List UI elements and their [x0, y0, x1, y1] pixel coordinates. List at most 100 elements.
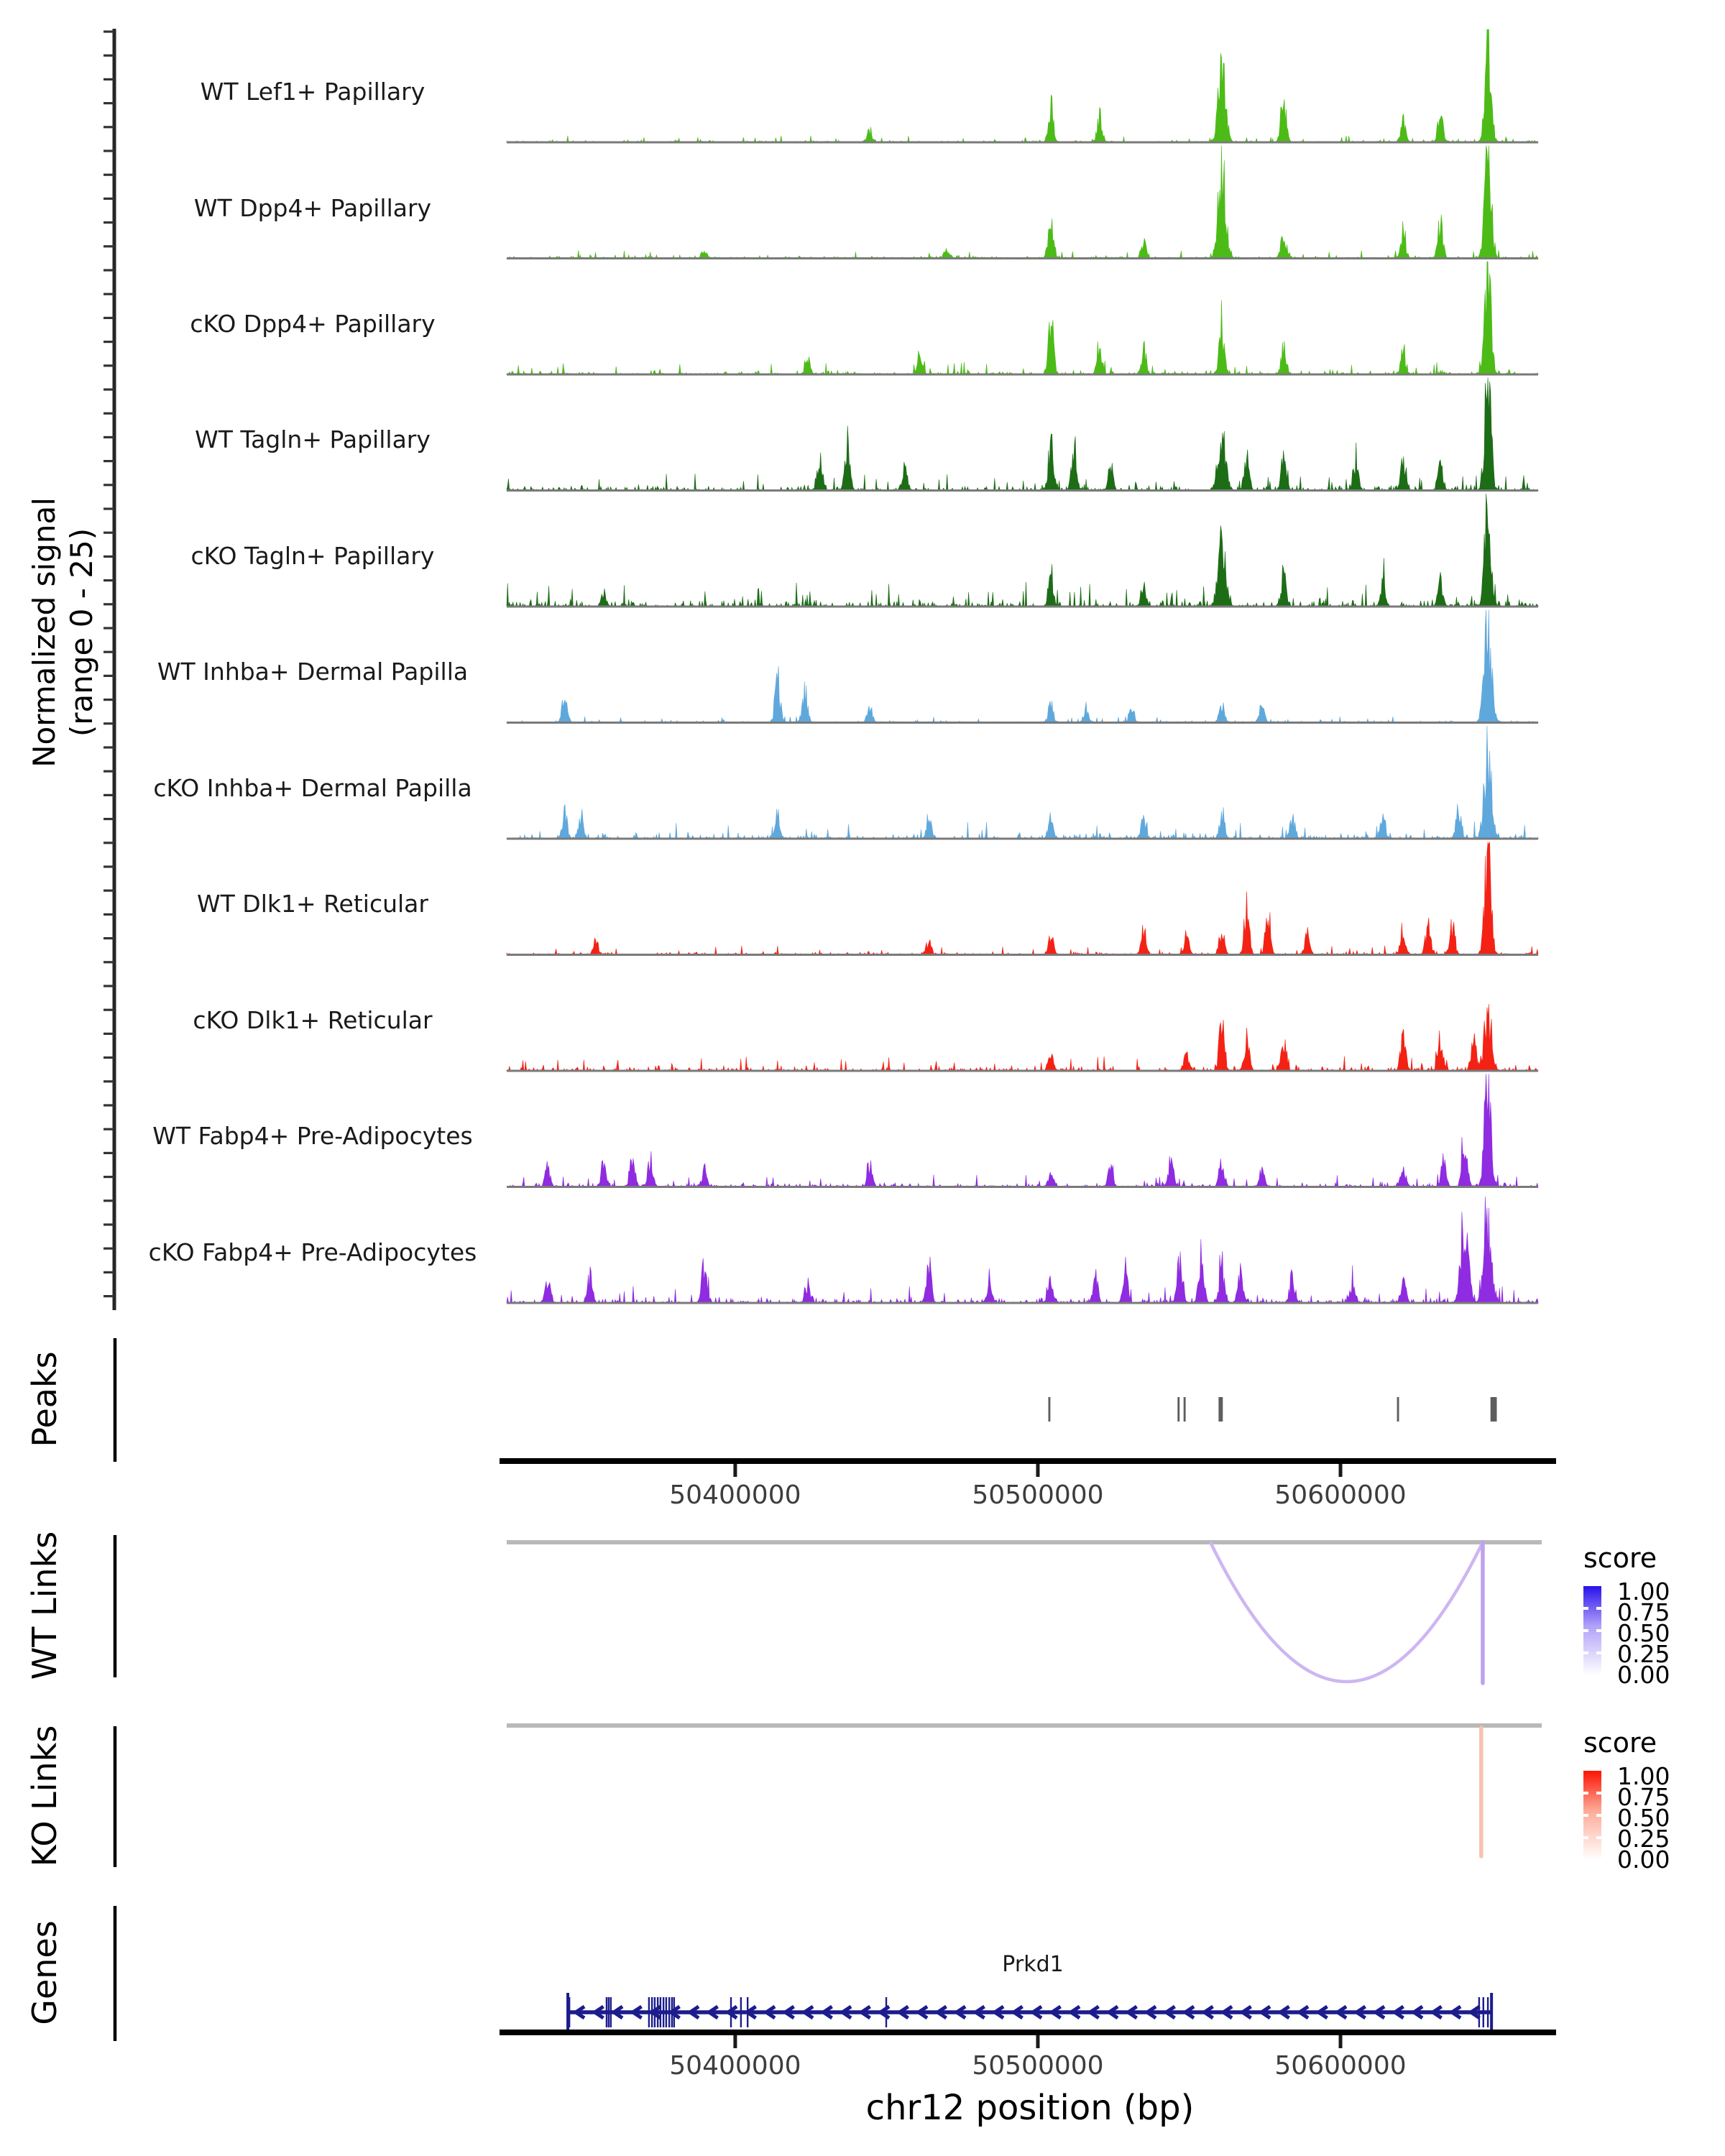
ko-legend-value: 0.75	[1617, 1783, 1670, 1811]
peak-mark	[1397, 1397, 1399, 1422]
gene-strand-arrow	[915, 2004, 929, 2020]
legend-bar-tick	[1596, 1629, 1601, 1632]
genome-axis-bottom	[500, 2030, 1556, 2048]
gene-strand-arrow	[1220, 2004, 1233, 2020]
gene-strand-arrow	[934, 2004, 947, 2020]
gene-strand-arrow	[1125, 2004, 1138, 2020]
gene-model-track	[566, 1993, 1494, 2032]
gene-strand-arrow	[1144, 2004, 1157, 2020]
legend-bar-tick	[1583, 1629, 1588, 1632]
axis-tick-label: 50500000	[972, 2051, 1104, 2081]
signal-track	[506, 377, 1539, 492]
gene-strand-arrow	[1182, 2004, 1195, 2020]
legend-bar-tick	[1596, 1792, 1601, 1795]
signal-area	[506, 261, 1539, 375]
gene-strand-arrow	[1067, 2004, 1081, 2020]
gene-strand-arrow	[1277, 2004, 1290, 2020]
axis-tick-label: 50600000	[1274, 2051, 1407, 2081]
signal-track	[506, 725, 1539, 840]
wt-legend-value: 1.00	[1617, 1577, 1670, 1606]
signal-area	[506, 609, 1539, 724]
gene-strand-arrow	[1372, 2004, 1386, 2020]
ko-legend-value: 1.00	[1617, 1762, 1670, 1790]
gene-strand-arrow	[1410, 2004, 1424, 2020]
legend-bar-tick	[1583, 1814, 1588, 1817]
gene-strand-arrow	[1049, 2004, 1062, 2020]
gene-strand-arrow	[839, 2004, 852, 2020]
gene-strand-arrow	[610, 2004, 624, 2020]
gene-strand-arrow	[572, 2004, 586, 2020]
signal-track	[506, 842, 1539, 956]
ko-links-track	[507, 1723, 1542, 1858]
signal-area	[506, 1004, 1539, 1072]
track-label: WT Lef1+ Papillary	[200, 78, 426, 106]
peak-mark	[1490, 1397, 1497, 1422]
legend-bar-tick	[1596, 1836, 1601, 1839]
wt-legend-value: 0.75	[1617, 1598, 1670, 1626]
legend-bar-tick	[1583, 1607, 1588, 1610]
signal-area	[506, 145, 1539, 259]
gene-strand-arrow	[1392, 2004, 1404, 2020]
wt-links-track	[507, 1540, 1542, 1685]
track-label: cKO Dlk1+ Reticular	[193, 1006, 433, 1034]
peak-mark	[1183, 1397, 1186, 1422]
gene-strand-arrow	[782, 2004, 795, 2020]
axis-tick-label: 50400000	[669, 2051, 801, 2081]
signal-track	[506, 29, 1539, 144]
signal-area	[506, 725, 1539, 839]
signal-track	[506, 1197, 1539, 1304]
axis-tick-label: 50400000	[669, 1480, 801, 1510]
signal-area	[506, 29, 1539, 143]
y-axis-label-line1: Normalized signal	[27, 497, 62, 768]
gene-strand-arrow	[1163, 2004, 1176, 2020]
gene-strand-arrow	[1029, 2004, 1043, 2020]
signal-area	[506, 1074, 1539, 1188]
track-label: cKO Inhba+ Dermal Papilla	[153, 774, 472, 802]
wt-legend-value: 0.50	[1617, 1619, 1670, 1647]
gene-strand-arrow	[763, 2004, 776, 2020]
gene-strand-arrow	[896, 2004, 909, 2020]
track-label: cKO Tagln+ Papillary	[190, 542, 435, 570]
gene-strand-arrow	[668, 2004, 681, 2020]
gene-strand-arrow	[706, 2004, 719, 2020]
legend-bar-tick	[1583, 1651, 1588, 1654]
ko-legend-value: 0.50	[1617, 1804, 1670, 1832]
track-label: WT Tagln+ Papillary	[195, 425, 431, 453]
track-label: WT Fabp4+ Pre-Adipocytes	[152, 1122, 473, 1150]
track-label: WT Inhba+ Dermal Papilla	[157, 658, 469, 686]
signal-track	[506, 493, 1539, 608]
gene-strand-arrow	[1087, 2004, 1100, 2020]
legend-bar-tick	[1596, 1651, 1601, 1654]
legend-bar-tick	[1583, 1836, 1588, 1839]
wt-legend-value: 0.25	[1617, 1640, 1670, 1668]
signal-track	[506, 1074, 1539, 1188]
genome-axis-top	[500, 1458, 1556, 1477]
signal-tracks	[506, 29, 1539, 1304]
gene-model	[566, 1993, 1494, 2032]
gene-strand-arrow	[1105, 2004, 1119, 2020]
peak-mark	[1048, 1397, 1051, 1422]
normalized-signal-axis	[104, 29, 116, 1310]
gene-strand-arrow	[592, 2004, 604, 2020]
signal-area	[506, 377, 1539, 492]
gene-strand-arrow	[1353, 2004, 1366, 2020]
wt-legend-value: 0.00	[1617, 1661, 1670, 1689]
gene-strand-arrow	[820, 2004, 833, 2020]
signal-track	[506, 1004, 1539, 1072]
gene-strand-arrow	[1296, 2004, 1310, 2020]
signal-track	[506, 609, 1539, 724]
signal-track	[506, 145, 1539, 259]
gene-strand-arrow	[630, 2004, 643, 2020]
peaks-track	[1048, 1397, 1497, 1422]
legend-bar-tick	[1596, 1607, 1601, 1610]
ko-score-legend-title: score	[1583, 1727, 1657, 1759]
track-label: WT Dlk1+ Reticular	[197, 890, 428, 918]
gene-strand-arrow	[1258, 2004, 1271, 2020]
y-axis-label: Normalized signal (range 0 - 25)	[26, 381, 101, 884]
signal-area	[506, 493, 1539, 608]
gene-strand-arrow	[1315, 2004, 1328, 2020]
score-legends	[1583, 1586, 1601, 1860]
gene-strand-arrow	[1201, 2004, 1214, 2020]
